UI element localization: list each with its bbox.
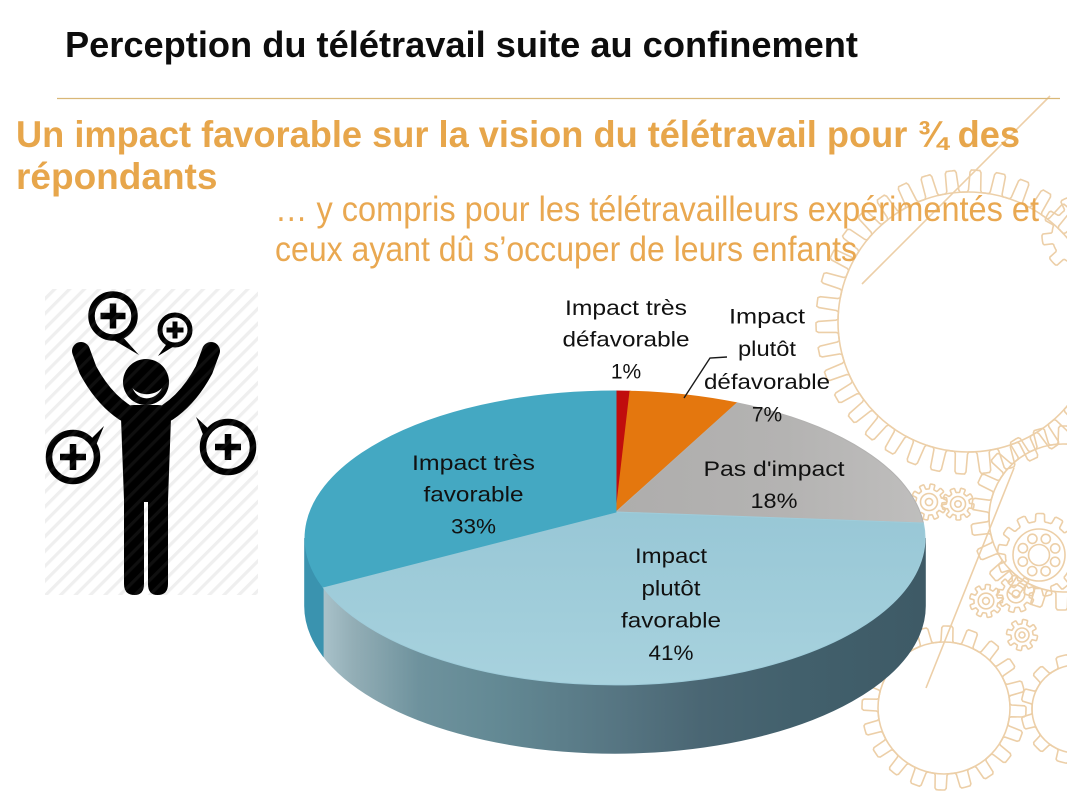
svg-text:défavorable: défavorable xyxy=(704,371,830,394)
svg-text:1%: 1% xyxy=(611,361,641,384)
svg-text:plutôt: plutôt xyxy=(738,338,796,361)
svg-text:7%: 7% xyxy=(752,404,782,427)
svg-text:33%: 33% xyxy=(451,516,496,539)
svg-text:plutôt: plutôt xyxy=(642,578,701,601)
svg-text:ceux ayant dû s’occuper de leu: ceux ayant dû s’occuper de leurs enfants xyxy=(275,230,857,269)
svg-text:Impact très: Impact très xyxy=(565,297,687,320)
svg-text:Impact: Impact xyxy=(729,306,805,329)
svg-text:favorable: favorable xyxy=(621,610,721,633)
svg-text:Impact: Impact xyxy=(635,545,707,568)
svg-text:défavorable: défavorable xyxy=(563,329,690,352)
svg-text:41%: 41% xyxy=(649,642,694,665)
svg-text:Impact très: Impact très xyxy=(412,452,535,475)
svg-text:… y compris pour les télétrava: … y compris pour les télétravailleurs ex… xyxy=(275,190,1039,229)
svg-text:Un impact favorable sur la vis: Un impact favorable sur la vision du tél… xyxy=(16,114,1020,155)
svg-text:répondants: répondants xyxy=(16,156,217,197)
svg-text:Perception du télétravail suit: Perception du télétravail suite au confi… xyxy=(65,24,858,65)
svg-text:18%: 18% xyxy=(751,490,798,513)
svg-text:Pas d'impact: Pas d'impact xyxy=(704,458,845,481)
svg-text:favorable: favorable xyxy=(424,484,524,507)
